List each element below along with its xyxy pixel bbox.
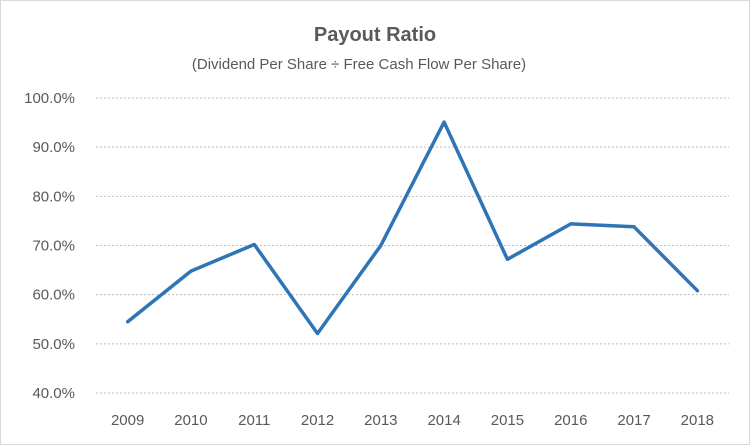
data-point [316,332,320,336]
y-tick-label: 40.0% [32,385,75,402]
x-tick-label: 2016 [554,412,587,429]
x-tick-label: 2013 [364,412,397,429]
y-axis-ticks: 40.0% 50.0% 60.0% 70.0% 80.0% 90.0% 100.0% [24,90,75,402]
data-point [126,320,130,324]
data-point [695,289,699,293]
y-tick-label: 80.0% [32,188,75,205]
data-point [252,243,256,247]
x-axis-ticks: 2009 2010 2011 2012 2013 2014 2015 2016 2017 2018 [111,412,714,429]
data-point [189,269,193,273]
data-point [505,257,509,261]
chart-title: Payout Ratio [314,24,436,46]
series-layer [125,120,700,336]
y-tick-label: 90.0% [32,139,75,156]
x-tick-label: 2012 [301,412,334,429]
y-tick-label: 60.0% [32,287,75,304]
data-point [632,225,636,229]
x-tick-label: 2011 [238,412,270,429]
chart-subtitle: (Dividend Per Share ÷ Free Cash Flow Per… [192,56,526,73]
gridlines [96,97,729,394]
x-tick-label: 2017 [617,412,650,429]
data-point [442,120,446,124]
y-tick-label: 70.0% [32,238,75,255]
x-tick-label: 2009 [111,412,144,429]
data-point [569,222,573,226]
x-tick-label: 2014 [427,412,460,429]
x-tick-label: 2010 [174,412,207,429]
x-tick-label: 2015 [491,412,524,429]
series-line [125,120,700,336]
x-tick-label: 2018 [681,412,714,429]
data-point [379,244,383,247]
y-tick-label: 100.0% [24,90,75,107]
y-tick-label: 50.0% [32,336,75,353]
